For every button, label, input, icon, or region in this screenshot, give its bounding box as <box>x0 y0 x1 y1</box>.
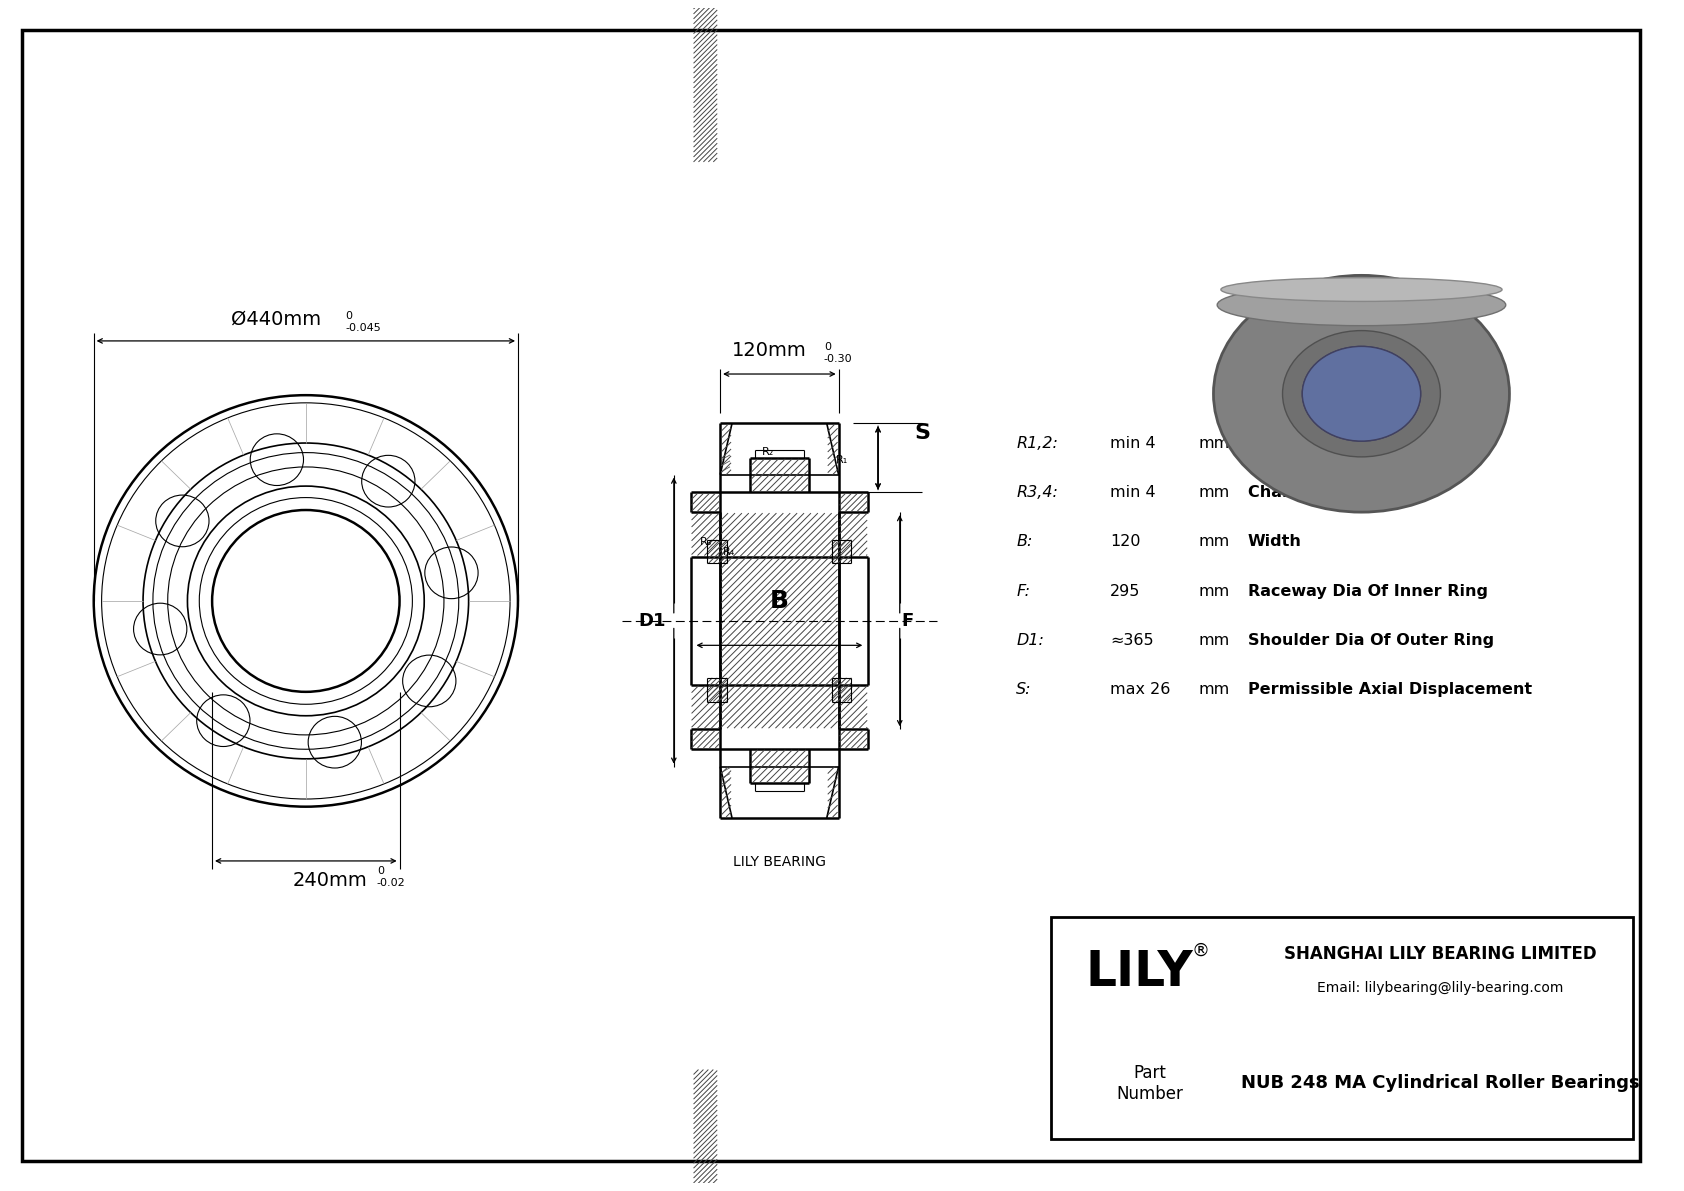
Text: min 4: min 4 <box>1110 485 1155 500</box>
Ellipse shape <box>1302 347 1421 441</box>
Text: S:: S: <box>1015 682 1032 697</box>
Text: -0.30: -0.30 <box>823 354 852 364</box>
Text: R₃: R₃ <box>701 537 712 547</box>
Text: R1,2:: R1,2: <box>1015 436 1058 450</box>
Text: R3,4:: R3,4: <box>1015 485 1058 500</box>
Text: LILY: LILY <box>1086 948 1194 996</box>
Text: S: S <box>914 423 931 443</box>
Text: 120: 120 <box>1110 535 1140 549</box>
Ellipse shape <box>1218 285 1505 325</box>
Text: Permissible Axial Displacement: Permissible Axial Displacement <box>1248 682 1532 697</box>
Text: Email: lilybearing@lily-bearing.com: Email: lilybearing@lily-bearing.com <box>1317 981 1563 994</box>
Text: mm: mm <box>1199 682 1229 697</box>
Text: D1:: D1: <box>1015 632 1044 648</box>
Text: F: F <box>901 612 914 630</box>
Ellipse shape <box>1302 347 1421 441</box>
Ellipse shape <box>1221 278 1502 301</box>
Text: mm: mm <box>1199 535 1229 549</box>
Text: R₁: R₁ <box>835 455 847 464</box>
Text: B:: B: <box>1015 535 1032 549</box>
Text: Ø440mm: Ø440mm <box>231 310 322 329</box>
Text: Shoulder Dia Of Outer Ring: Shoulder Dia Of Outer Ring <box>1248 632 1494 648</box>
Text: R₂: R₂ <box>763 447 775 457</box>
Text: LILY BEARING: LILY BEARING <box>733 855 825 869</box>
Text: 120mm: 120mm <box>733 341 807 360</box>
Ellipse shape <box>1283 331 1440 457</box>
Text: -0.02: -0.02 <box>377 878 406 887</box>
Text: D1: D1 <box>638 612 665 630</box>
Text: B: B <box>770 588 788 613</box>
Text: 0: 0 <box>377 866 384 875</box>
Text: ≈365: ≈365 <box>1110 632 1154 648</box>
Ellipse shape <box>1214 275 1509 512</box>
Text: Part
Number: Part Number <box>1116 1064 1182 1103</box>
Text: SHANGHAI LILY BEARING LIMITED: SHANGHAI LILY BEARING LIMITED <box>1285 946 1596 964</box>
Text: Width: Width <box>1248 535 1302 549</box>
Text: 295: 295 <box>1110 584 1140 599</box>
Text: ®: ® <box>1192 941 1209 960</box>
Text: 0: 0 <box>823 342 830 353</box>
Text: Chamfer Dimension: Chamfer Dimension <box>1248 485 1426 500</box>
Text: min 4: min 4 <box>1110 436 1155 450</box>
Text: mm: mm <box>1199 436 1229 450</box>
Text: max 26: max 26 <box>1110 682 1170 697</box>
Text: R₄: R₄ <box>722 547 736 556</box>
Text: NUB 248 MA Cylindrical Roller Bearings: NUB 248 MA Cylindrical Roller Bearings <box>1241 1074 1640 1092</box>
Text: 0: 0 <box>345 311 352 322</box>
Text: Raceway Dia Of Inner Ring: Raceway Dia Of Inner Ring <box>1248 584 1489 599</box>
Text: mm: mm <box>1199 632 1229 648</box>
Text: Chamfer Dimension: Chamfer Dimension <box>1248 436 1426 450</box>
Text: mm: mm <box>1199 485 1229 500</box>
Bar <box>1051 917 1633 1139</box>
Text: 240mm: 240mm <box>293 871 367 890</box>
Text: F:: F: <box>1015 584 1031 599</box>
Text: -0.045: -0.045 <box>345 323 381 333</box>
Text: mm: mm <box>1199 584 1229 599</box>
